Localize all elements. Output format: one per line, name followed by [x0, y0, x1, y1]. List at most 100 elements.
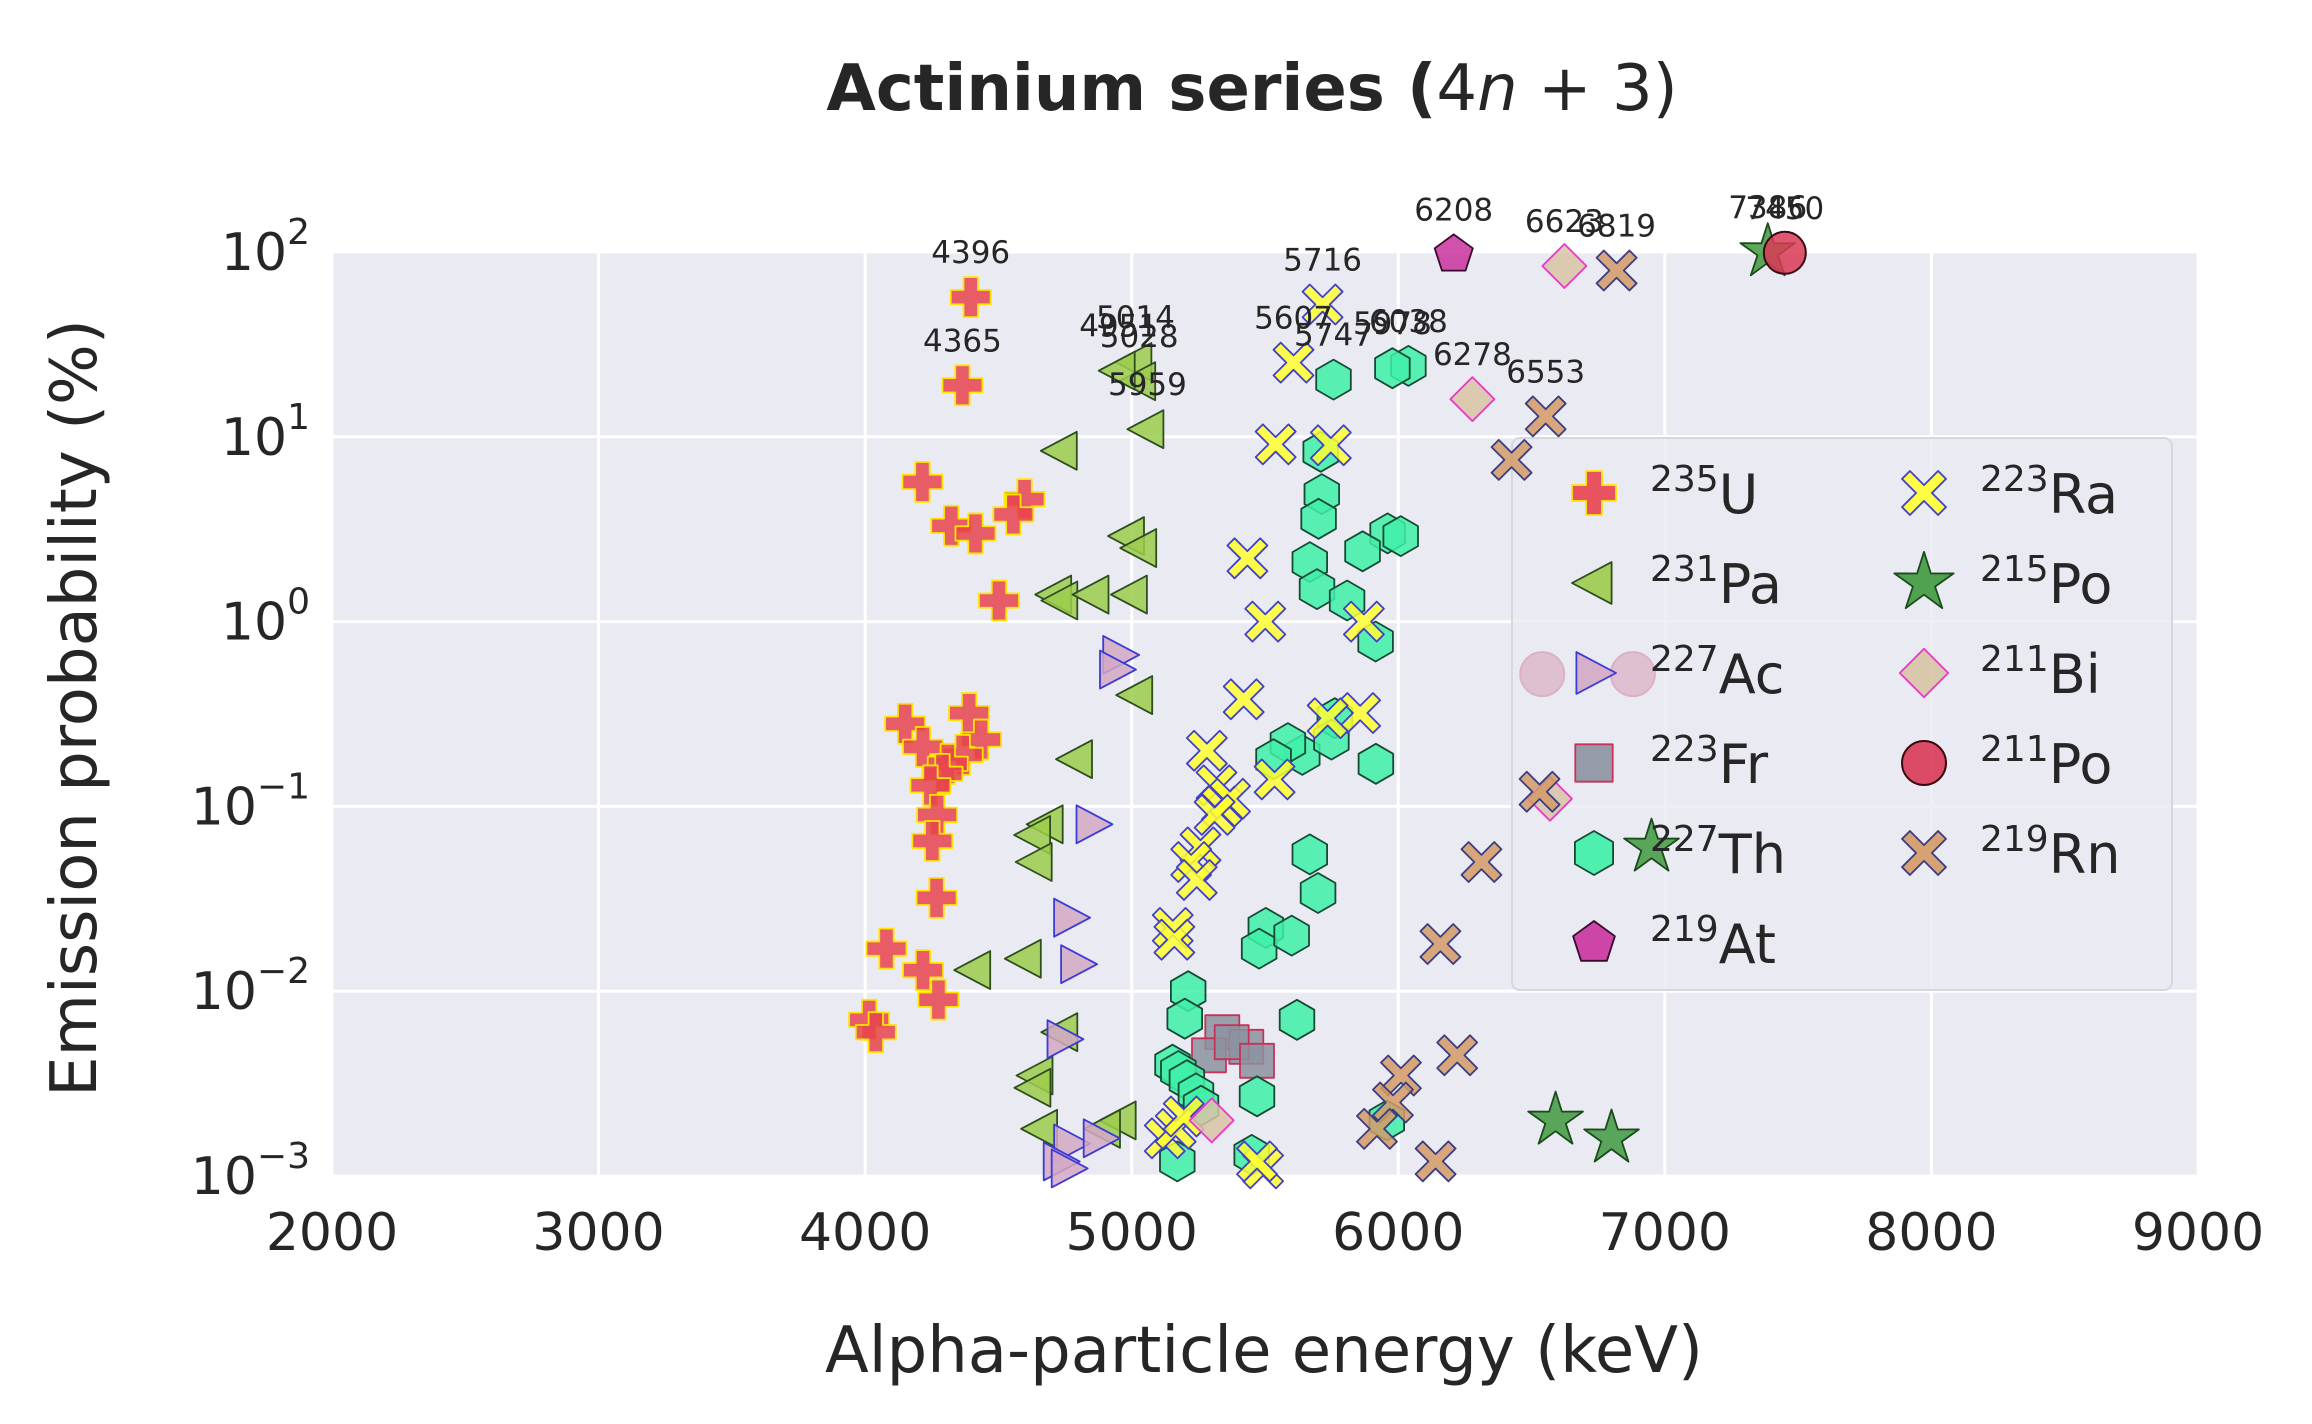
data-point-219Rn — [1460, 841, 1503, 883]
data-point-223Ra — [1153, 918, 1196, 961]
data-point-231Pa — [1126, 409, 1165, 450]
data-point-231Pa — [1039, 430, 1078, 471]
legend-label: 227Ac — [1650, 639, 1784, 706]
data-point-231Pa — [1115, 675, 1154, 715]
data-point-227Th — [1238, 1075, 1276, 1118]
legend-label: 215Po — [1980, 549, 2112, 616]
series-235U — [848, 276, 1046, 1054]
legend-label: 211Po — [1980, 729, 2112, 796]
data-point-235U — [911, 820, 954, 862]
data-point-235U — [902, 949, 944, 992]
data-point-223Ra — [1306, 697, 1349, 740]
point-annotation: 6623 — [1525, 204, 1604, 240]
legend-label: 219At — [1650, 909, 1776, 976]
legend-entry-219At: 219At — [1572, 909, 1776, 976]
data-point-227Ac — [1050, 1148, 1089, 1189]
plot-area: 2000 3000 4000 5000 6000 7000 8000 9000 102 101 10… — [191, 190, 2264, 1263]
data-point-231Pa — [1003, 938, 1042, 979]
legend-entry-215Po: 215Po — [1893, 549, 2112, 616]
legend-marker — [1574, 830, 1614, 876]
point-annotation: 5747 — [1294, 318, 1373, 354]
legend-marker — [1572, 920, 1616, 962]
point-annotation: 6278 — [1433, 337, 1512, 373]
y-tick-label: 102 — [221, 212, 310, 283]
data-point-223Ra — [1193, 793, 1236, 836]
data-point-219Rn — [1356, 1107, 1398, 1150]
legend-entry-223Fr: 223Fr — [1574, 729, 1769, 796]
data-point-223Ra — [1272, 341, 1315, 384]
data-point-219Rn — [1595, 249, 1638, 292]
data-point-223Ra — [1175, 859, 1218, 901]
legend-marker — [1571, 561, 1613, 605]
legend-label: 223Ra — [1980, 459, 2118, 526]
data-point-227Th — [1299, 872, 1337, 914]
point-annotation: 6553 — [1506, 354, 1585, 390]
data-point-223Ra — [1343, 600, 1385, 643]
point-annotation: 4396 — [931, 235, 1010, 271]
data-point-227Th — [1291, 833, 1328, 876]
legend-marker — [1575, 651, 1617, 695]
chart-title-part-2: 4 — [1436, 52, 1477, 126]
point-annotation: 7386 — [1728, 190, 1807, 226]
data-point-223Ra — [1185, 729, 1228, 772]
data-point-219Rn — [1490, 438, 1533, 481]
legend-marker — [1901, 470, 1947, 516]
data-point-223Ra — [1254, 423, 1297, 466]
x-tick-label: 5000 — [1066, 1203, 1198, 1263]
data-point-235U — [917, 978, 960, 1021]
data-point-231Pa — [1097, 350, 1136, 391]
chart-title-part-1: Actinium series ( — [826, 52, 1436, 126]
legend-entry-211Bi: 211Bi — [1898, 639, 2101, 706]
data-point-231Pa — [1110, 574, 1148, 615]
series-223Ra — [1143, 283, 1385, 1190]
data-point-227Th — [1273, 914, 1310, 957]
y-tick-label: 101 — [221, 397, 310, 468]
legend-entry-231Pa: 231Pa — [1571, 549, 1782, 616]
data-point-227Th — [1166, 997, 1203, 1040]
legend-ghost-marker — [1609, 651, 1656, 698]
chart-title: Actinium series (4n + 3) — [826, 52, 1677, 126]
data-point-235U — [941, 364, 984, 407]
point-annotation: 6038 — [1369, 304, 1448, 340]
data-point-227Ac — [1082, 1118, 1121, 1159]
data-point-231Pa — [953, 950, 992, 990]
data-point-215Po — [1623, 817, 1680, 872]
legend-entry-235U: 235U — [1571, 459, 1758, 526]
point-annotation: 4951 — [1079, 309, 1158, 345]
data-point-231Pa — [1040, 580, 1079, 621]
data-point-219Rn — [1518, 770, 1561, 813]
data-point-227Th — [1278, 998, 1316, 1041]
data-point-227Th — [1298, 568, 1336, 610]
legend-marker — [1893, 550, 1955, 610]
data-point-235U — [949, 276, 992, 319]
point-annotation: 6819 — [1577, 209, 1656, 245]
data-point-223Ra — [1253, 758, 1296, 801]
data-point-223Ra — [1226, 537, 1269, 580]
series-231Pa — [953, 342, 1165, 1149]
y-axis-label: Emission probability (%) — [38, 319, 112, 1097]
data-point-235U — [915, 876, 958, 919]
series-211Po — [1762, 230, 1807, 275]
legend-marker — [1898, 647, 1950, 699]
data-point-223Ra — [1162, 1095, 1205, 1138]
data-point-231Pa — [1119, 528, 1158, 568]
data-point-227Th — [1357, 742, 1395, 785]
data-point-219Rn — [1380, 1054, 1422, 1097]
data-point-227Ac — [1060, 944, 1098, 985]
point-annotation: 5978 — [1353, 306, 1432, 342]
point-annotation: 7450 — [1745, 191, 1824, 227]
x-tick-label: 9000 — [2132, 1203, 2264, 1263]
point-annotation: 6208 — [1414, 192, 1493, 228]
point-annotation: 5716 — [1283, 242, 1362, 278]
x-tick-label: 7000 — [1599, 1203, 1731, 1263]
legend-label: 231Pa — [1650, 549, 1782, 616]
chart-title-part-4: + 3) — [1518, 52, 1678, 126]
data-point-227Ac — [1099, 649, 1137, 690]
y-tick-label: 100 — [221, 582, 310, 653]
data-point-227Th — [1382, 515, 1419, 557]
x-tick-label: 8000 — [1865, 1203, 1997, 1263]
data-point-211Bi — [1449, 376, 1496, 422]
series-223Fr — [1191, 1014, 1275, 1079]
data-point-235U — [954, 512, 997, 555]
y-tick-label: 10−1 — [191, 766, 310, 837]
